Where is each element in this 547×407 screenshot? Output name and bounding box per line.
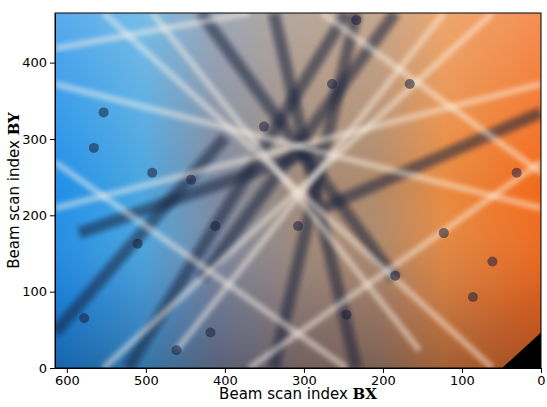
spot bbox=[99, 107, 109, 117]
y-tick-mark bbox=[50, 292, 55, 293]
light-band bbox=[55, 13, 249, 49]
chart: 60050040030020010000100200300400Beam sca… bbox=[0, 0, 547, 407]
spot bbox=[468, 292, 478, 302]
spot bbox=[390, 271, 400, 281]
light-band bbox=[295, 13, 301, 368]
y-axis-title: Beam scan index BY bbox=[5, 112, 23, 269]
y-tick-label: 100 bbox=[22, 284, 47, 299]
spot bbox=[342, 310, 352, 320]
x-tick-label: 500 bbox=[134, 373, 159, 388]
dark-band bbox=[234, 13, 246, 368]
image bbox=[55, 13, 541, 368]
spot bbox=[327, 79, 337, 89]
x-tick-label: 600 bbox=[55, 373, 80, 388]
spot bbox=[89, 143, 99, 153]
y-axis-line bbox=[55, 14, 56, 369]
dark-band bbox=[55, 137, 225, 332]
light-band bbox=[177, 13, 444, 350]
light-band bbox=[322, 13, 541, 173]
x-tick: 600 bbox=[55, 368, 80, 388]
y-tick-mark bbox=[50, 215, 55, 216]
x-tick-label: 0 bbox=[537, 373, 545, 388]
spot bbox=[133, 239, 143, 249]
image-corner bbox=[502, 333, 541, 369]
spot bbox=[487, 257, 497, 267]
y-tick: 200 bbox=[22, 208, 55, 223]
light-band bbox=[104, 13, 493, 368]
spot bbox=[147, 168, 157, 178]
spot bbox=[351, 15, 361, 25]
spot bbox=[206, 328, 216, 338]
x-tick-label: 100 bbox=[450, 373, 475, 388]
y-tick-label: 400 bbox=[22, 55, 47, 70]
spot bbox=[172, 345, 182, 355]
image-shading bbox=[55, 13, 541, 368]
light-band bbox=[152, 13, 419, 350]
y-tick: 400 bbox=[22, 55, 55, 70]
y-tick-label: 200 bbox=[22, 208, 47, 223]
spot bbox=[79, 313, 89, 323]
x-tick: 100 bbox=[450, 368, 475, 388]
spot bbox=[210, 221, 220, 231]
spot bbox=[259, 122, 269, 132]
light-band bbox=[104, 13, 493, 368]
x-axis-line bbox=[56, 368, 542, 369]
plot-frame bbox=[55, 13, 541, 368]
y-tick: 300 bbox=[22, 132, 55, 147]
image-background bbox=[55, 13, 541, 368]
x-axis-title: Beam scan index BX bbox=[219, 385, 377, 403]
y-tick-mark bbox=[50, 63, 55, 64]
spot bbox=[439, 228, 449, 238]
y-tick-label: 0 bbox=[39, 361, 47, 376]
spot bbox=[405, 79, 415, 89]
spot bbox=[512, 168, 522, 178]
x-tick: 0 bbox=[537, 368, 545, 388]
y-tick-mark bbox=[50, 139, 55, 140]
y-axis: 0 100 200 300 400 bbox=[22, 14, 55, 376]
spot bbox=[186, 175, 196, 185]
spot bbox=[293, 221, 303, 231]
y-tick: 100 bbox=[22, 284, 55, 299]
y-tick: 0 bbox=[39, 361, 55, 376]
x-tick: 500 bbox=[134, 368, 159, 388]
y-tick-label: 300 bbox=[22, 132, 47, 147]
y-tick-mark bbox=[50, 368, 55, 369]
